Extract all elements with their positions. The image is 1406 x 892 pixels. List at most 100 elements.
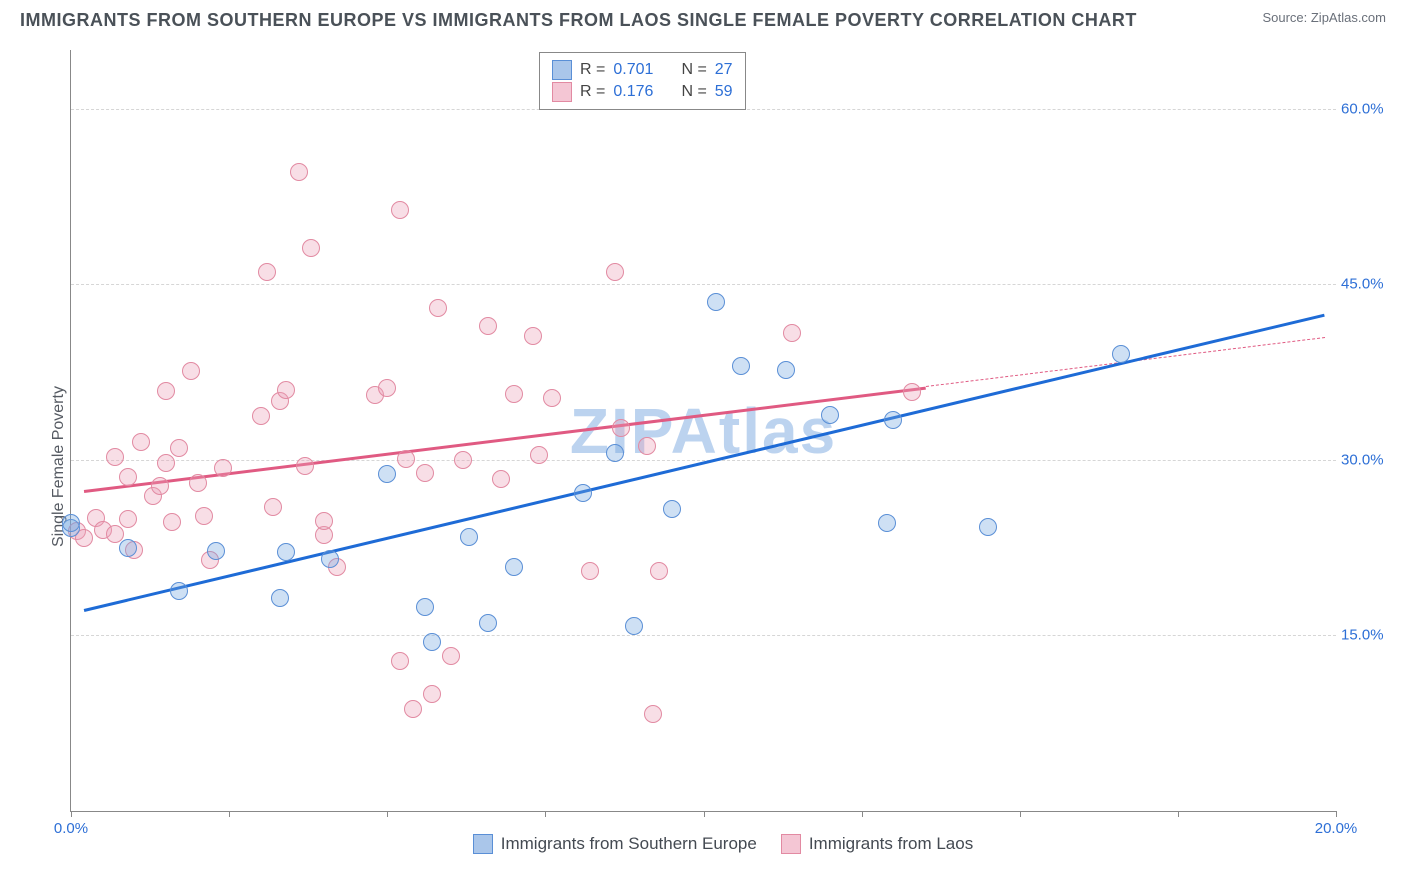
legend-swatch — [781, 834, 801, 854]
bottom-legend-item-laos: Immigrants from Laos — [781, 834, 973, 854]
data-point-laos — [391, 201, 409, 219]
data-point-laos — [429, 299, 447, 317]
data-point-laos — [264, 498, 282, 516]
data-point-laos — [170, 439, 188, 457]
source-name: ZipAtlas.com — [1311, 10, 1386, 25]
n-value: 59 — [715, 83, 733, 101]
legend-row-southern_europe: R =0.701N =27 — [552, 59, 733, 81]
r-value: 0.701 — [613, 61, 653, 79]
data-point-southern_europe — [170, 582, 188, 600]
ytick-label: 30.0% — [1341, 451, 1391, 468]
r-value: 0.176 — [613, 83, 653, 101]
data-point-laos — [903, 383, 921, 401]
legend-label: Immigrants from Laos — [809, 834, 973, 854]
data-point-southern_europe — [423, 633, 441, 651]
data-point-laos — [214, 459, 232, 477]
data-point-laos — [416, 464, 434, 482]
data-point-southern_europe — [479, 614, 497, 632]
xtick — [1178, 811, 1179, 817]
data-point-laos — [315, 512, 333, 530]
data-point-southern_europe — [62, 514, 80, 532]
data-point-laos — [132, 433, 150, 451]
data-point-laos — [397, 450, 415, 468]
data-point-laos — [119, 468, 137, 486]
data-point-laos — [530, 446, 548, 464]
data-point-southern_europe — [878, 514, 896, 532]
data-point-laos — [157, 382, 175, 400]
data-point-southern_europe — [606, 444, 624, 462]
legend-row-laos: R = 0.176 N = 59 — [552, 81, 733, 103]
data-point-laos — [505, 385, 523, 403]
data-point-laos — [543, 389, 561, 407]
data-point-laos — [442, 647, 460, 665]
data-point-laos — [252, 407, 270, 425]
gridline — [71, 284, 1336, 285]
data-point-southern_europe — [625, 617, 643, 635]
data-point-laos — [296, 457, 314, 475]
data-point-southern_europe — [416, 598, 434, 616]
bottom-legend-item-southern_europe: Immigrants from Southern Europe — [473, 834, 757, 854]
data-point-laos — [182, 362, 200, 380]
xtick — [862, 811, 863, 817]
chart-container: Single Female Poverty ZIPAtlas 15.0%30.0… — [50, 50, 1396, 852]
data-point-southern_europe — [821, 406, 839, 424]
xtick — [229, 811, 230, 817]
data-point-laos — [423, 685, 441, 703]
xtick — [704, 811, 705, 817]
r-label: R = — [580, 83, 605, 101]
data-point-laos — [492, 470, 510, 488]
data-point-southern_europe — [505, 558, 523, 576]
trend-line — [83, 314, 1324, 612]
legend-swatch — [552, 82, 572, 102]
data-point-laos — [454, 451, 472, 469]
data-point-southern_europe — [119, 539, 137, 557]
data-point-laos — [277, 381, 295, 399]
r-label: R = — [580, 61, 605, 79]
data-point-laos — [644, 705, 662, 723]
source-prefix: Source: — [1262, 10, 1310, 25]
data-point-southern_europe — [884, 411, 902, 429]
data-point-laos — [378, 379, 396, 397]
data-point-southern_europe — [378, 465, 396, 483]
data-point-southern_europe — [207, 542, 225, 560]
data-point-laos — [106, 448, 124, 466]
data-point-laos — [606, 263, 624, 281]
data-point-laos — [290, 163, 308, 181]
legend-swatch — [552, 60, 572, 80]
chart-title: IMMIGRANTS FROM SOUTHERN EUROPE VS IMMIG… — [20, 10, 1137, 31]
data-point-laos — [195, 507, 213, 525]
data-point-southern_europe — [277, 543, 295, 561]
xtick — [71, 811, 72, 817]
data-point-laos — [612, 419, 630, 437]
data-point-laos — [151, 477, 169, 495]
data-point-southern_europe — [1112, 345, 1130, 363]
data-point-laos — [163, 513, 181, 531]
n-label: N = — [681, 83, 706, 101]
xtick — [1336, 811, 1337, 817]
source-label: Source: ZipAtlas.com — [1262, 10, 1386, 25]
legend-label: Immigrants from Southern Europe — [501, 834, 757, 854]
data-point-southern_europe — [321, 550, 339, 568]
data-point-southern_europe — [663, 500, 681, 518]
xtick — [387, 811, 388, 817]
ytick-label: 45.0% — [1341, 276, 1391, 293]
n-value: 27 — [715, 61, 733, 79]
data-point-laos — [404, 700, 422, 718]
data-point-laos — [258, 263, 276, 281]
data-point-laos — [119, 510, 137, 528]
data-point-southern_europe — [979, 518, 997, 536]
correlation-legend: R = 0.701 N = 27 R = 0.176 N = 59 — [539, 52, 746, 110]
ytick-label: 15.0% — [1341, 627, 1391, 644]
data-point-southern_europe — [574, 484, 592, 502]
xtick — [1020, 811, 1021, 817]
gridline — [71, 635, 1336, 636]
data-point-southern_europe — [707, 293, 725, 311]
data-point-southern_europe — [732, 357, 750, 375]
data-point-laos — [650, 562, 668, 580]
data-point-laos — [524, 327, 542, 345]
legend-swatch — [473, 834, 493, 854]
data-point-laos — [157, 454, 175, 472]
data-point-laos — [479, 317, 497, 335]
plot-area: ZIPAtlas 15.0%30.0%45.0%60.0%0.0%20.0%R … — [70, 50, 1336, 812]
xtick — [545, 811, 546, 817]
